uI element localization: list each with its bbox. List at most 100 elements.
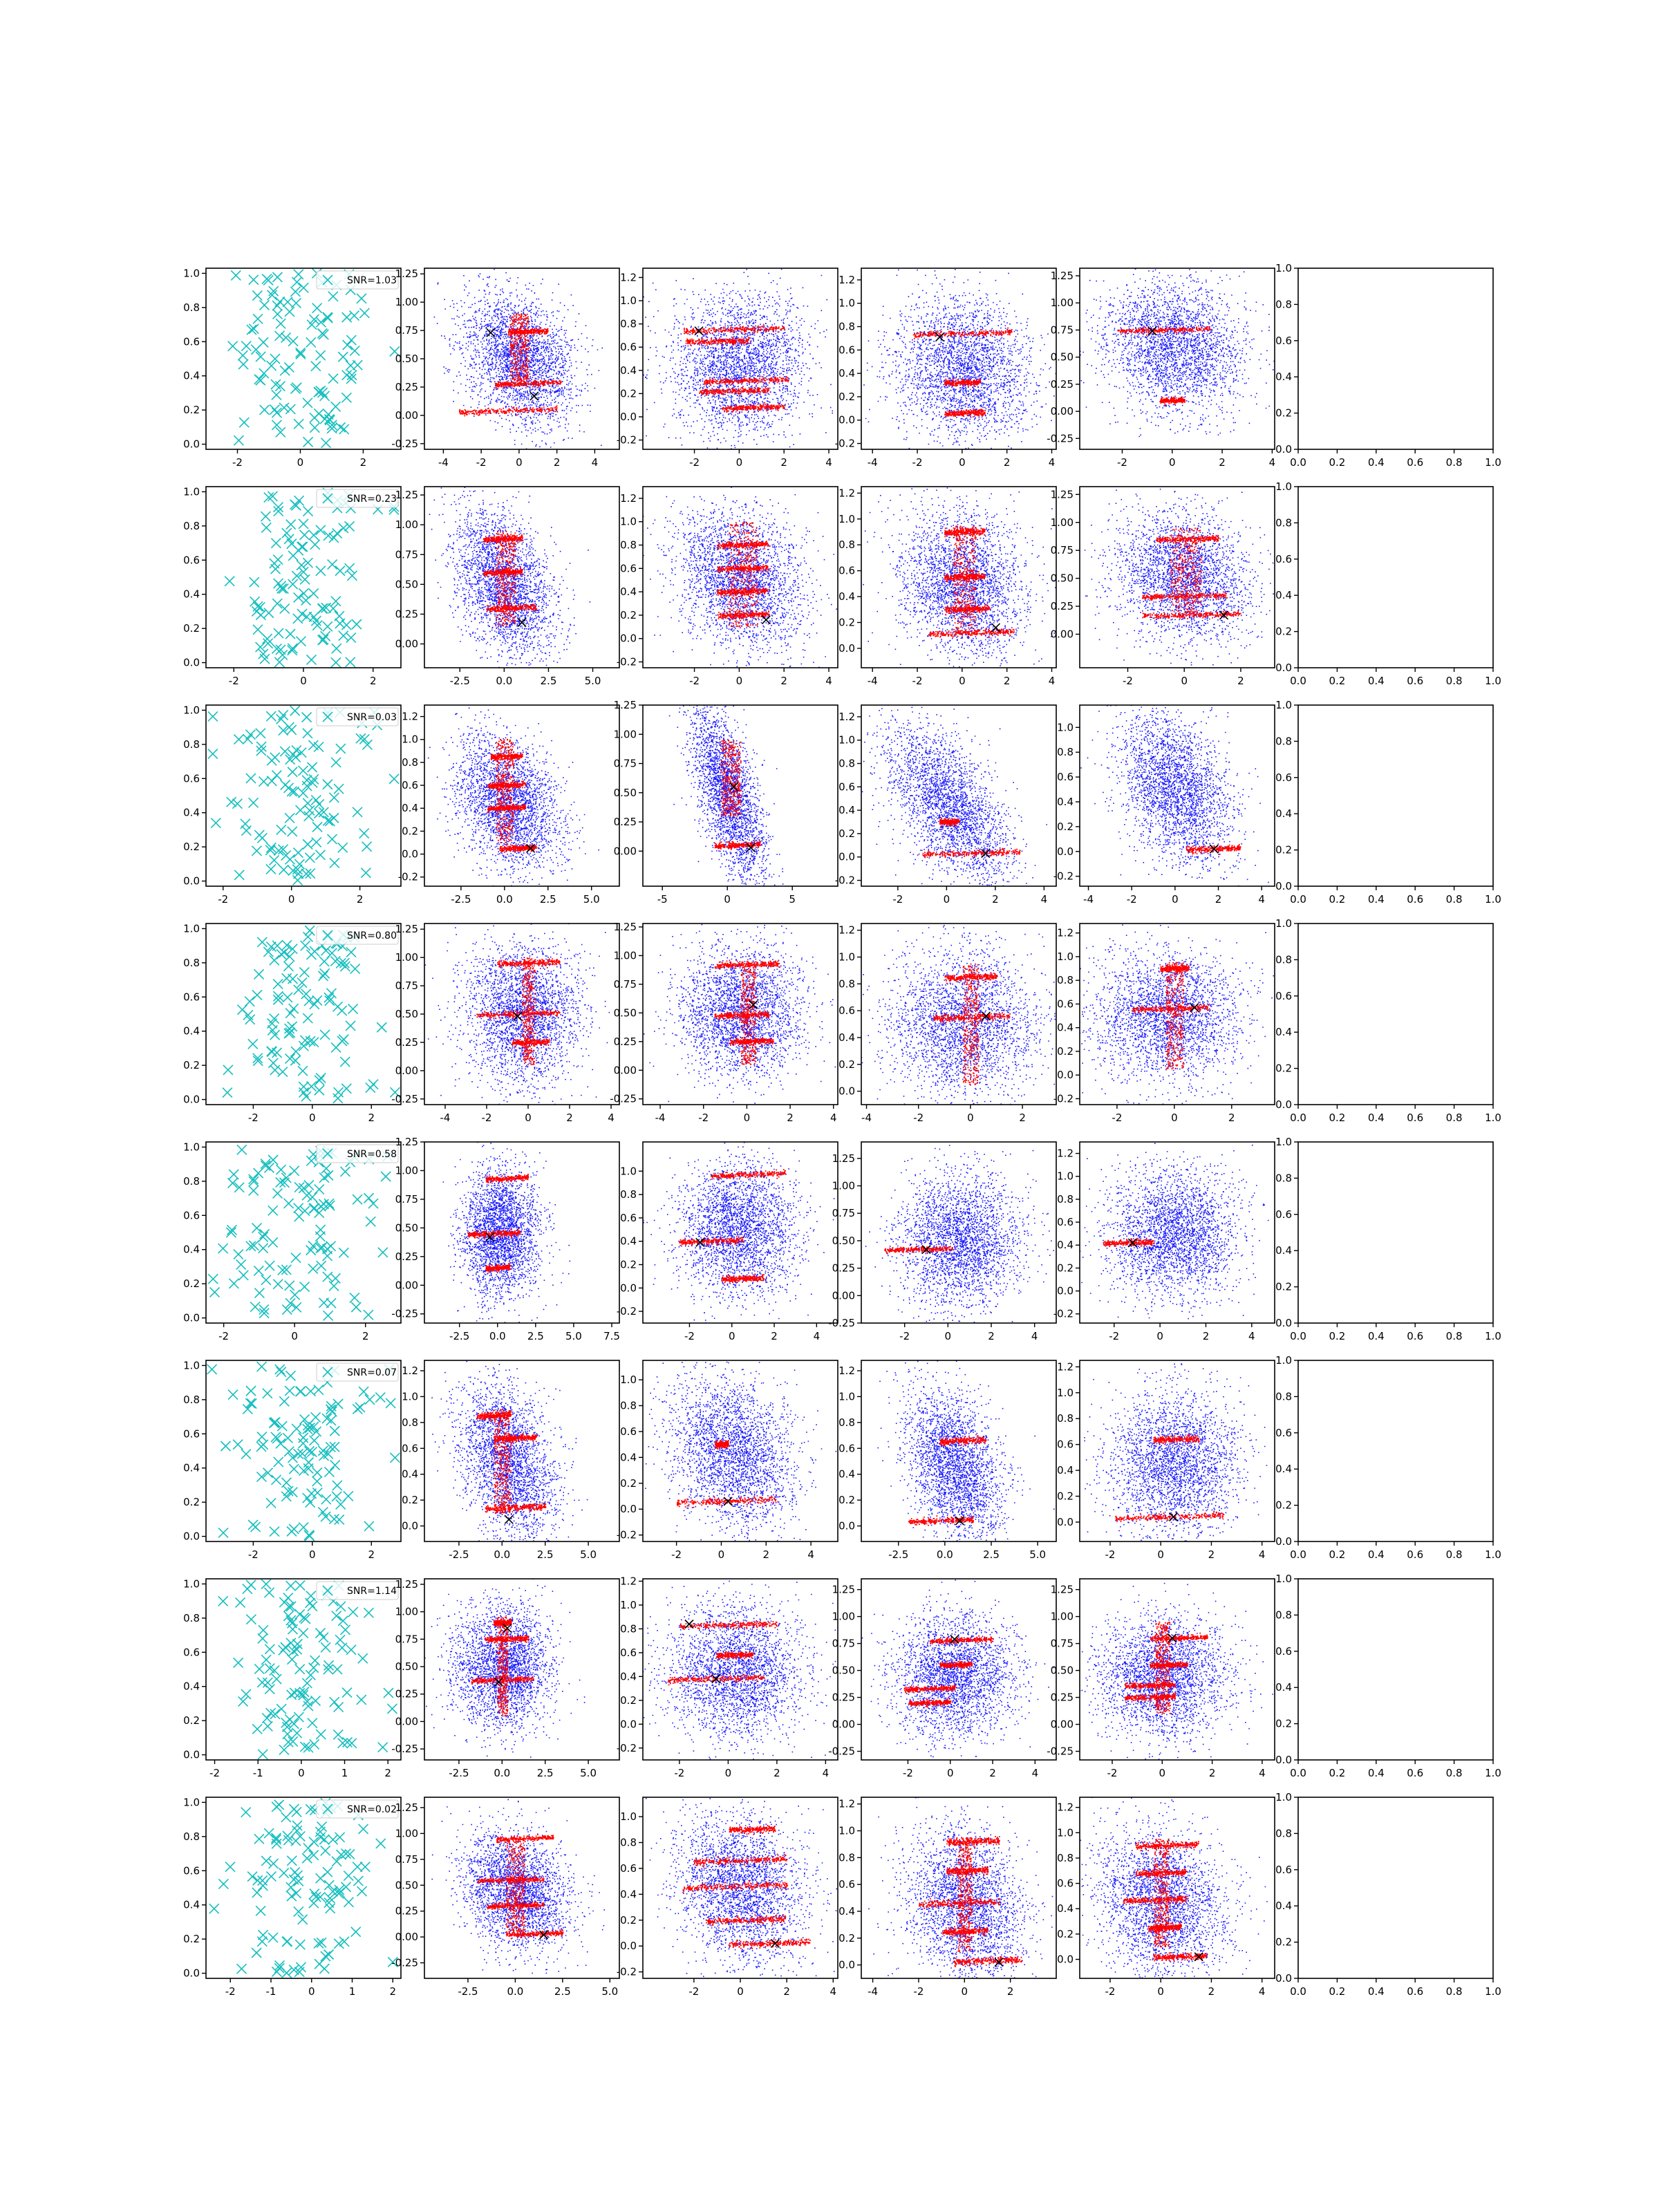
y-tick-label: 0.75 bbox=[1051, 1638, 1074, 1650]
x-tick-label: 0.0 bbox=[1290, 1548, 1306, 1561]
axes-frame bbox=[1298, 705, 1493, 886]
y-tick-label: 0.6 bbox=[620, 1212, 637, 1224]
y-tick-label: 0.0 bbox=[402, 848, 418, 861]
x-marker-point bbox=[303, 839, 312, 849]
x-marker-point bbox=[303, 729, 312, 738]
x-tick-label: 2 bbox=[370, 675, 377, 687]
y-tick-label: 0.2 bbox=[402, 825, 418, 837]
x-tick-label: -2.5 bbox=[449, 1330, 469, 1342]
plot-area bbox=[208, 706, 399, 885]
x-marker-point bbox=[273, 1280, 283, 1289]
y-tick-label: 0.4 bbox=[1057, 1902, 1074, 1915]
x-marker-point bbox=[308, 1718, 317, 1728]
x-marker-point bbox=[312, 303, 322, 313]
x-tick-label: 2 bbox=[362, 1330, 369, 1342]
y-tick-label: 1.0 bbox=[1057, 721, 1074, 733]
x-marker-point bbox=[330, 1697, 339, 1707]
x-marker-point bbox=[323, 621, 332, 631]
x-tick-label: 0.0 bbox=[1290, 893, 1306, 906]
x-marker-point bbox=[253, 314, 263, 324]
x-marker-point bbox=[351, 1302, 361, 1312]
y-tick-label: 0.2 bbox=[183, 1277, 200, 1290]
x-marker-point bbox=[350, 1293, 359, 1302]
legend-label: SNR=0.80 bbox=[347, 930, 397, 941]
x-marker-point bbox=[218, 1879, 228, 1888]
y-tick-label: 1.25 bbox=[395, 1801, 418, 1814]
y-tick-label: 0.4 bbox=[620, 1235, 637, 1248]
x-marker-point bbox=[315, 1208, 324, 1218]
x-marker-point bbox=[273, 309, 283, 319]
x-marker-point bbox=[341, 1625, 350, 1635]
blue-points bbox=[412, 901, 623, 1112]
x-marker-point bbox=[314, 409, 324, 418]
x-marker-point bbox=[292, 1871, 302, 1880]
x-marker-point bbox=[330, 858, 339, 868]
axes-frame bbox=[1298, 1360, 1493, 1541]
x-tick-label: -2 bbox=[684, 1330, 695, 1342]
x-tick-label: 0 bbox=[737, 1985, 744, 1998]
x-marker-point bbox=[341, 620, 351, 630]
x-marker-point bbox=[337, 1006, 347, 1015]
x-marker-point bbox=[228, 1390, 238, 1400]
x-marker-point bbox=[283, 962, 293, 971]
x-tick-label: 0.0 bbox=[494, 1548, 510, 1561]
x-tick-label: -2.5 bbox=[458, 1985, 478, 1998]
x-marker-point bbox=[333, 1399, 343, 1409]
x-marker-point bbox=[353, 807, 362, 817]
y-tick-label: 1.2 bbox=[838, 711, 855, 723]
axes-frame bbox=[1298, 1579, 1493, 1760]
x-tick-label: -2 bbox=[1112, 1112, 1122, 1124]
x-tick-label: 0 bbox=[967, 1112, 974, 1124]
y-tick-label: 0.0 bbox=[1057, 845, 1074, 858]
x-marker-point bbox=[276, 1165, 285, 1174]
y-tick-label: 1.00 bbox=[1051, 516, 1074, 529]
y-tick-label: 1.0 bbox=[1057, 1387, 1074, 1399]
y-tick-label: 0.8 bbox=[620, 1188, 637, 1201]
x-marker-point bbox=[290, 384, 300, 393]
y-tick-label: 0.6 bbox=[838, 1878, 855, 1891]
x-marker-point bbox=[292, 1424, 301, 1434]
y-tick-label: 0.4 bbox=[620, 1670, 637, 1683]
x-marker-point bbox=[338, 843, 348, 852]
y-tick-label: 0.8 bbox=[620, 1400, 637, 1412]
y-tick-label: 0.0 bbox=[1275, 1535, 1292, 1548]
x-tick-label: 4 bbox=[823, 1767, 830, 1779]
x-marker-point bbox=[384, 1688, 393, 1698]
x-tick-label: 1.0 bbox=[1485, 1548, 1501, 1561]
x-marker-point bbox=[245, 730, 255, 740]
x-tick-label: 2 bbox=[771, 1330, 778, 1342]
plot-area bbox=[620, 251, 851, 491]
x-marker-point bbox=[306, 950, 316, 959]
x-tick-label: 0 bbox=[725, 1767, 732, 1779]
x-tick-label: 0 bbox=[962, 1985, 968, 1998]
y-tick-label: 0.75 bbox=[832, 1638, 855, 1650]
x-marker-point bbox=[338, 1616, 348, 1626]
y-tick-label: 0.4 bbox=[1275, 371, 1292, 383]
y-tick-label: 0.25 bbox=[395, 381, 418, 393]
x-marker-point bbox=[308, 1241, 318, 1250]
x-tick-label: -2 bbox=[1109, 1330, 1119, 1342]
red-points bbox=[487, 740, 537, 852]
x-marker-point bbox=[218, 1528, 228, 1537]
x-tick-label: 0 bbox=[516, 456, 523, 469]
y-tick-label: 0.00 bbox=[395, 1065, 418, 1077]
x-marker-point bbox=[243, 1584, 252, 1594]
blue-points bbox=[639, 1121, 848, 1338]
y-tick-label: 0.6 bbox=[1275, 553, 1292, 565]
panel-r7-c6: 0.0 0.2 0.4 0.6 0.8 1.00.00.20.40.60.81.0 bbox=[1275, 1573, 1501, 1779]
y-tick-label: 0.8 bbox=[1057, 1412, 1074, 1425]
y-tick-label: 1.00 bbox=[832, 1180, 855, 1192]
x-marker-point bbox=[328, 1835, 338, 1844]
x-marker-point bbox=[281, 1478, 291, 1488]
y-tick-label: 1.00 bbox=[395, 518, 418, 531]
x-tick-label: 0 bbox=[300, 675, 307, 687]
x-marker-point bbox=[259, 777, 269, 787]
y-tick-label: 1.25 bbox=[1051, 270, 1074, 282]
x-tick-label: 0.0 bbox=[1290, 1985, 1306, 1998]
x-marker-point bbox=[346, 335, 356, 345]
x-marker-point bbox=[303, 1844, 313, 1853]
y-tick-label: 0.50 bbox=[395, 1879, 418, 1891]
y-tick-label: 0.50 bbox=[1051, 1665, 1074, 1677]
x-tick-label: 2.5 bbox=[541, 675, 557, 687]
y-tick-label: 0.4 bbox=[838, 367, 855, 379]
